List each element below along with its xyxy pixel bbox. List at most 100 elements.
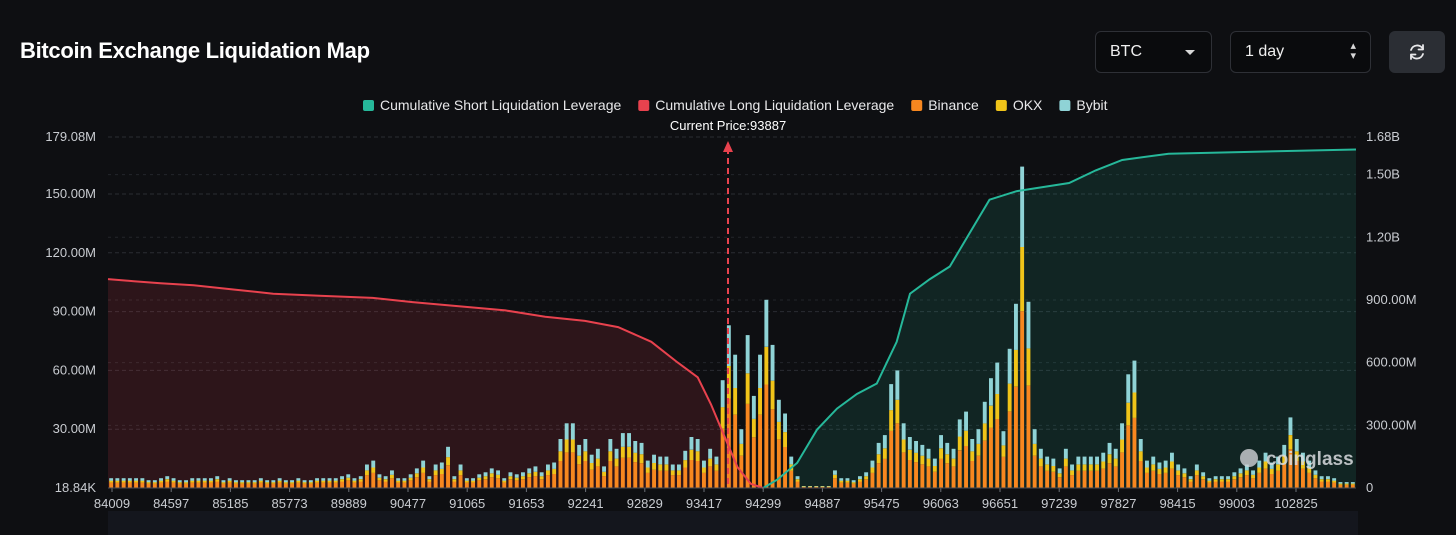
x-axis-scrollbar[interactable] xyxy=(108,511,1358,535)
bar-bybit xyxy=(115,478,120,481)
bar-stack xyxy=(533,466,538,488)
bar-bybit xyxy=(1101,452,1106,462)
bar-bybit xyxy=(982,401,987,424)
bar-binance xyxy=(109,482,114,488)
bar-okx xyxy=(683,460,688,468)
bar-bybit xyxy=(1132,360,1137,393)
bar-stack xyxy=(115,478,120,488)
bar-stack xyxy=(127,478,132,488)
bar-stack xyxy=(932,458,937,488)
bar-okx xyxy=(196,480,201,483)
bar-bybit xyxy=(889,384,894,411)
bar-binance xyxy=(901,452,906,488)
bar-stack xyxy=(502,478,507,488)
bar-stack xyxy=(1082,456,1087,488)
bar-stack xyxy=(808,486,812,488)
bar-binance xyxy=(414,477,419,488)
bar-okx xyxy=(1188,479,1193,482)
bar-stack xyxy=(283,480,288,488)
bar-binance xyxy=(1107,463,1112,488)
bar-binance xyxy=(1020,311,1025,488)
bar-okx xyxy=(577,455,582,465)
bar-bybit xyxy=(502,478,507,481)
bar-stack xyxy=(265,480,270,488)
bar-bybit xyxy=(1319,476,1324,480)
bar-okx xyxy=(826,486,831,487)
bar-okx xyxy=(402,480,407,483)
bar-binance xyxy=(645,472,650,488)
bar-okx xyxy=(976,443,981,456)
bar-okx xyxy=(1344,483,1349,485)
cumulative-lines xyxy=(107,148,1357,489)
bar-okx xyxy=(377,477,382,481)
bar-bybit xyxy=(439,462,444,469)
bar-okx xyxy=(751,418,756,438)
bar-bybit xyxy=(546,464,550,471)
bar-stack xyxy=(758,354,762,488)
bar-bybit xyxy=(402,478,407,481)
bar-bybit xyxy=(333,478,338,481)
bar-okx xyxy=(458,470,463,476)
bar-stack xyxy=(1319,476,1324,488)
bar-stack xyxy=(514,474,519,488)
bar-okx xyxy=(315,480,319,483)
bar-bybit xyxy=(1263,452,1268,462)
bar-okx xyxy=(177,482,182,484)
bar-okx xyxy=(770,380,775,410)
bar-binance xyxy=(608,461,613,488)
bar-bybit xyxy=(995,362,1000,394)
bar-okx xyxy=(439,468,444,474)
bar-binance xyxy=(964,446,968,488)
bar-okx xyxy=(664,464,669,471)
bar-stack xyxy=(1313,470,1318,488)
bar-bybit xyxy=(926,448,931,459)
bar-okx xyxy=(1120,439,1124,453)
bar-stack xyxy=(1332,478,1337,488)
bar-okx xyxy=(1026,348,1031,386)
bar-bybit xyxy=(365,464,369,471)
bar-stack xyxy=(851,480,856,488)
bar-stack xyxy=(414,468,419,488)
bar-bybit xyxy=(421,460,426,468)
bar-binance xyxy=(1282,464,1287,488)
bar-okx xyxy=(1145,467,1149,473)
bar-binance xyxy=(246,483,251,488)
bar-bybit xyxy=(146,480,151,483)
bar-okx xyxy=(1326,479,1330,482)
bar-stack xyxy=(795,476,800,488)
bar-stack xyxy=(296,478,301,488)
bar-bybit xyxy=(184,480,188,483)
bar-bybit xyxy=(327,478,332,481)
bar-binance xyxy=(258,482,263,488)
bar-bybit xyxy=(614,448,619,459)
bar-okx xyxy=(483,476,488,480)
bar-stack xyxy=(920,444,925,488)
bar-bybit xyxy=(864,472,869,477)
short-cumulative-area xyxy=(763,149,1356,488)
bar-stack xyxy=(564,423,569,488)
bar-okx xyxy=(1213,479,1218,482)
bar-okx xyxy=(989,405,993,428)
bar-bybit xyxy=(371,460,376,468)
coin-select[interactable]: BTC xyxy=(1095,31,1212,73)
bar-binance xyxy=(714,470,719,488)
legend-swatch xyxy=(638,100,650,111)
bar-stack xyxy=(1213,476,1218,488)
bar-binance xyxy=(458,475,463,488)
timeframe-select[interactable]: 1 day ▴ ▾ xyxy=(1230,31,1371,73)
bar-stack xyxy=(1120,423,1124,488)
bar-okx xyxy=(1038,458,1043,467)
bar-binance xyxy=(302,483,307,488)
bar-bybit xyxy=(770,344,775,381)
bar-stack xyxy=(1326,476,1330,488)
refresh-button[interactable] xyxy=(1389,31,1445,73)
bar-bybit xyxy=(190,478,195,481)
bar-bybit xyxy=(876,442,881,455)
bar-bybit xyxy=(1107,442,1112,455)
bar-bybit xyxy=(1194,464,1199,471)
bar-bybit xyxy=(658,456,663,465)
bar-binance xyxy=(1226,481,1230,488)
bar-bybit xyxy=(196,478,201,481)
bar-bybit xyxy=(1113,448,1118,459)
